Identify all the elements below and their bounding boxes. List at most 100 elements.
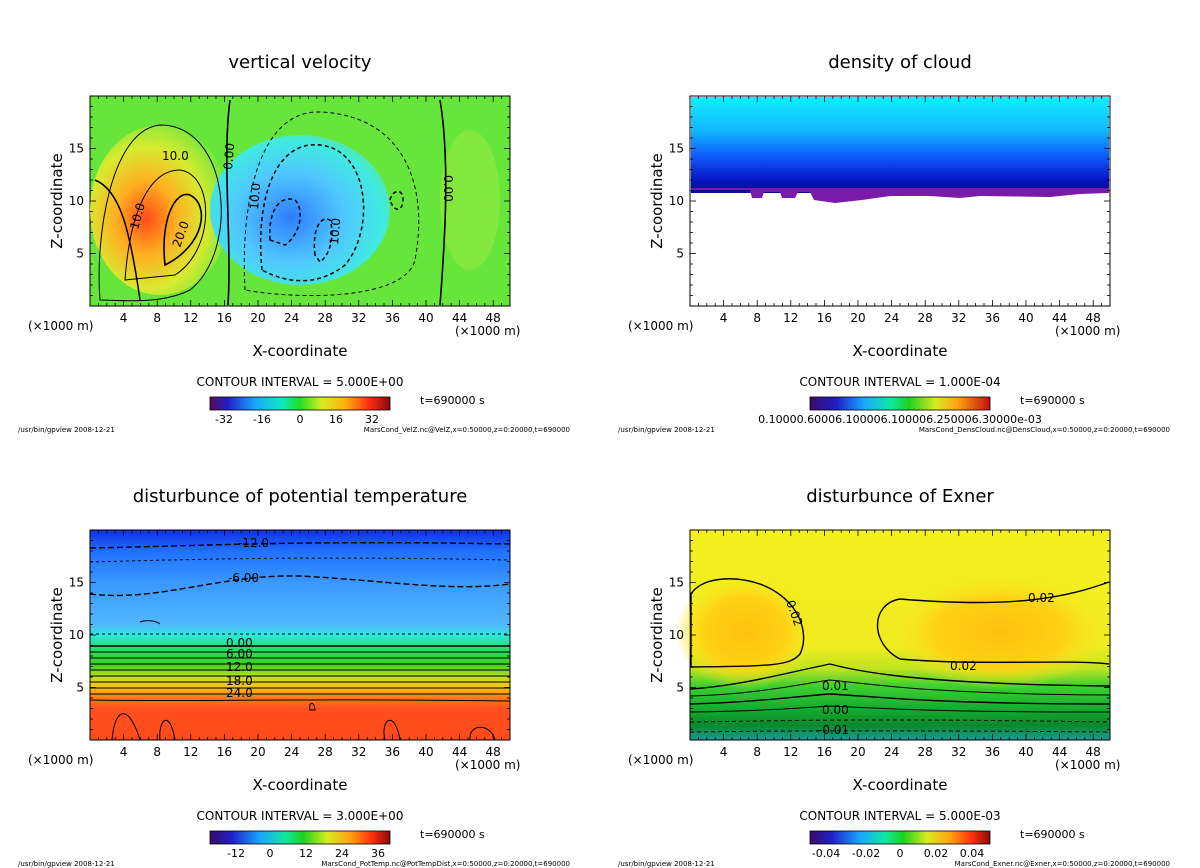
x-tick-label: 24 [284, 745, 299, 759]
x-unit-left: (×1000 m) [628, 319, 693, 333]
x-tick-label: 40 [418, 311, 433, 325]
x-tick-label: 48 [486, 745, 501, 759]
colorbar-tick: 0.02 [924, 847, 949, 860]
y-tick-label: 15 [669, 142, 684, 156]
colorbar-tick: -32 [215, 413, 233, 426]
chart-density-of-cloud: density of cloud 4 8 12 16 20 24 28 32 36 40 44 48 … [618, 52, 1170, 434]
contour-interval: CONTOUR INTERVAL = 1.000E-04 [799, 375, 1000, 389]
x-axis-label: X-coordinate [853, 776, 948, 794]
y-tick-label: 15 [69, 142, 84, 156]
x-tick-label: 32 [951, 745, 966, 759]
panel-exner: disturbunce of Exner 0.02 0.02 0.02 0.01 [600, 434, 1200, 868]
y-axis-label: Z-coordinate [48, 153, 66, 248]
contour-label: 0.01 [822, 679, 849, 693]
x-tick-label: 12 [783, 311, 798, 325]
colorbar-tick: 0 [297, 413, 304, 426]
panel-vertical-velocity: vertical velocity 10.0 [0, 0, 600, 434]
colorbar-tick: -0.02 [852, 847, 880, 860]
x-tick-label: 48 [1086, 745, 1101, 759]
x-tick-label: 12 [183, 745, 198, 759]
x-tick-label: 16 [817, 311, 832, 325]
x-tick-label: 4 [720, 311, 728, 325]
x-tick-label: 32 [951, 311, 966, 325]
contour-label: 10.0 [162, 149, 189, 163]
footer-left: /usr/bin/gpview 2008-12-21 [618, 426, 715, 434]
x-tick-label: 12 [183, 311, 198, 325]
x-tick-label: 32 [351, 745, 366, 759]
x-tick-label: 44 [1052, 311, 1067, 325]
y-tick-label: 5 [676, 247, 684, 261]
colorbar-tick: 36 [371, 847, 385, 860]
x-tick-label: 8 [753, 311, 761, 325]
x-axis-ticks: 4 8 12 16 20 24 28 32 36 40 44 48 [98, 530, 503, 759]
y-tick-label: 5 [676, 681, 684, 695]
x-tick-label: 44 [452, 311, 467, 325]
contour-label: 24.0 [226, 686, 253, 700]
contour-label: 6.00 [226, 647, 253, 661]
x-tick-label: 20 [250, 311, 265, 325]
y-tick-label: 15 [669, 576, 684, 590]
panel-potential-temperature: disturbunce of potential temperature [0, 434, 600, 868]
colorbar [809, 396, 991, 411]
x-unit-left: (×1000 m) [28, 319, 93, 333]
x-tick-label: 44 [452, 745, 467, 759]
contour-label: 0.02 [950, 659, 977, 673]
x-tick-label: 40 [1018, 745, 1033, 759]
contour-label: -6.00 [228, 571, 259, 585]
x-tick-label: 44 [1052, 745, 1067, 759]
colorbar-tick: 0 [267, 847, 274, 860]
y-axis-ticks: 5 10 15 [669, 540, 1110, 730]
colorbar [809, 830, 991, 845]
x-axis-ticks: 4 8 12 16 20 24 28 32 36 40 44 48 [698, 530, 1103, 759]
panel-density-of-cloud: density of cloud 4 8 12 16 20 24 28 32 36 40 44 48 … [600, 0, 1200, 434]
time-label: t=690000 s [420, 828, 485, 841]
x-tick-label: 16 [217, 311, 232, 325]
cloud-layer [691, 97, 1109, 193]
updraft-region [90, 125, 230, 295]
colorbar-tick: -0.04 [812, 847, 840, 860]
colorbar-tick: 0.04 [960, 847, 985, 860]
contour-label: 0.00 [822, 703, 849, 717]
colorbar-ticks: -32 -16 0 16 32 [215, 413, 379, 426]
x-tick-label: 4 [120, 745, 128, 759]
x-tick-label: 36 [385, 745, 400, 759]
x-tick-label: 4 [720, 745, 728, 759]
colorbar-ticks: -12 0 12 24 36 [227, 847, 385, 860]
x-tick-label: 20 [850, 745, 865, 759]
x-tick-label: 28 [918, 311, 933, 325]
time-label: t=690000 s [1020, 394, 1085, 407]
contour-label: 12.0 [226, 660, 253, 674]
x-tick-label: 12 [783, 745, 798, 759]
footer-right: MarsCond_VelZ.nc@VelZ,x=0:50000,z=0:2000… [364, 426, 570, 434]
chart-potential-temperature: disturbunce of potential temperature [18, 486, 570, 868]
colorbar [209, 396, 391, 411]
x-tick-label: 32 [351, 311, 366, 325]
footer-left: /usr/bin/gpview 2008-12-21 [18, 426, 115, 434]
x-axis-ticks: 4 8 12 16 20 24 28 32 36 40 44 48 [98, 96, 503, 325]
chart-vertical-velocity: vertical velocity 10.0 [18, 52, 570, 434]
y-tick-label: 10 [669, 628, 684, 642]
y-axis-label: Z-coordinate [648, 153, 666, 248]
y-tick-label: 5 [76, 681, 84, 695]
y-axis-ticks: 5 10 15 [69, 106, 510, 296]
x-tick-label: 28 [918, 745, 933, 759]
plot-area [89, 95, 511, 307]
chart-exner: disturbunce of Exner 0.02 0.02 0.02 0.01 [618, 486, 1170, 868]
contour-interval: CONTOUR INTERVAL = 5.000E+00 [197, 375, 404, 389]
footer-left: /usr/bin/gpview 2008-12-21 [618, 860, 715, 868]
x-tick-label: 24 [884, 745, 899, 759]
x-tick-label: 40 [1018, 311, 1033, 325]
y-tick-label: 10 [69, 628, 84, 642]
y-tick-label: 10 [669, 194, 684, 208]
colorbar-tick: 0 [897, 847, 904, 860]
x-unit-right: (×1000 m) [1055, 758, 1120, 772]
contour-label: 10.0 [327, 217, 343, 245]
x-tick-label: 16 [217, 745, 232, 759]
x-unit-left: (×1000 m) [628, 753, 693, 767]
contour-labels: -12.0 -6.00 0.00 6.00 12.0 18.0 24.0 [226, 536, 269, 700]
contour-label: 10.0 [127, 201, 147, 230]
x-tick-label: 24 [884, 311, 899, 325]
colorbar-tick: -12 [227, 847, 245, 860]
contour-label: -0.01 [818, 723, 849, 737]
x-tick-label: 24 [284, 311, 299, 325]
